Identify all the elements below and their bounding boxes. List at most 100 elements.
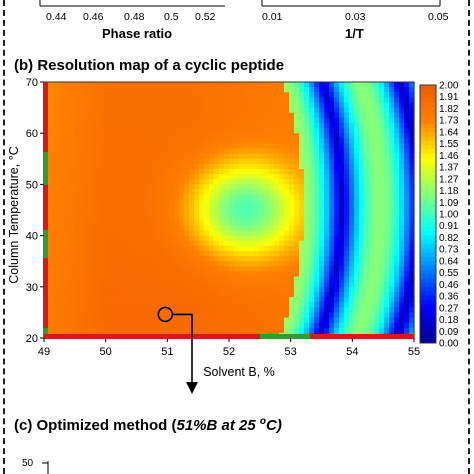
heatmap-cell	[239, 307, 245, 313]
heatmap-cell	[354, 327, 360, 334]
heatmap-cell	[394, 128, 400, 134]
heatmap-cell	[284, 117, 290, 124]
colorbar-tick-label: 1.55	[439, 139, 459, 150]
heatmap-cell	[154, 133, 160, 139]
heatmap-cell	[374, 322, 380, 329]
heatmap-cell	[69, 291, 75, 298]
heatmap-cell	[284, 143, 290, 150]
heatmap-cell	[344, 189, 350, 196]
heatmap-cell	[49, 322, 55, 329]
heatmap-cell	[289, 266, 295, 273]
heatmap-cell	[189, 215, 195, 221]
heatmap-cell	[279, 133, 285, 139]
heatmap-cell	[54, 307, 60, 313]
heatmap-cell	[324, 92, 330, 98]
heatmap-cell	[139, 266, 145, 273]
heatmap-cell	[254, 189, 260, 196]
heatmap-cell	[384, 128, 390, 134]
heatmap-cell	[84, 82, 90, 88]
heatmap-cell	[399, 92, 405, 98]
heatmap-cell	[164, 122, 170, 129]
heatmap-cell	[104, 322, 110, 329]
heatmap-cell	[114, 291, 120, 298]
heatmap-cell	[199, 169, 205, 175]
heatmap-cell	[134, 230, 140, 237]
heatmap-cell	[364, 117, 370, 124]
heatmap-cell	[54, 215, 60, 221]
heatmap-cell	[389, 143, 395, 150]
heatmap-cell	[179, 215, 185, 221]
heatmap-cell	[224, 133, 230, 139]
colorbar-segment	[420, 145, 436, 150]
heatmap-cell	[189, 199, 195, 206]
heatmap-cell	[244, 302, 250, 308]
heatmap-cell	[264, 230, 270, 237]
heatmap-cell	[149, 230, 155, 237]
heatmap-cell	[279, 199, 285, 206]
heatmap-cell	[149, 256, 155, 262]
heatmap-cell	[404, 128, 410, 134]
heatmap-cell	[364, 138, 370, 145]
heatmap-cell	[49, 97, 55, 104]
heatmap-cell	[249, 327, 255, 334]
heatmap-cell	[94, 112, 100, 119]
heatmap-cell	[129, 133, 135, 139]
heatmap-cell	[339, 245, 345, 252]
heatmap-cell	[279, 245, 285, 252]
heatmap-cell	[269, 102, 275, 109]
heatmap-cell	[179, 117, 185, 124]
heatmap-cell	[304, 291, 310, 298]
heatmap-cell	[239, 128, 245, 134]
heatmap-cell	[209, 245, 215, 252]
heatmap-cell	[109, 148, 115, 155]
heatmap-cell	[249, 307, 255, 313]
heatmap-cell	[299, 189, 305, 196]
heatmap-cell	[364, 250, 370, 257]
heatmap-cell	[169, 250, 175, 257]
heatmap-cell	[139, 312, 145, 319]
heatmap-cell	[94, 230, 100, 237]
heatmap-cell	[364, 128, 370, 134]
colorbar-segment	[420, 248, 436, 254]
heatmap-cell	[204, 307, 210, 313]
heatmap-cell	[204, 117, 210, 124]
heatmap-cell	[149, 250, 155, 257]
heatmap-cell	[399, 128, 405, 134]
heatmap-cell	[394, 302, 400, 308]
heatmap-cell	[314, 122, 320, 129]
heatmap-cell	[164, 184, 170, 191]
heatmap-cell	[229, 189, 235, 196]
heatmap-cell	[129, 148, 135, 155]
heatmap-cell	[279, 163, 285, 170]
colorbar-tick-label: 1.64	[439, 127, 459, 138]
heatmap-cell	[234, 225, 240, 232]
heatmap-cell	[239, 266, 245, 273]
heatmap-cell	[149, 317, 155, 324]
heatmap-cell	[249, 138, 255, 145]
heatmap-cell	[244, 256, 250, 262]
heatmap-cell	[319, 302, 325, 308]
heatmap-cell	[179, 271, 185, 278]
heatmap-cell	[199, 225, 205, 232]
heatmap-cell	[409, 215, 415, 221]
heatmap-cell	[299, 122, 305, 129]
heatmap-cell	[354, 189, 360, 196]
heatmap-cell	[259, 297, 265, 303]
heatmap-cell	[359, 322, 365, 329]
heatmap-cell	[49, 230, 55, 237]
heatmap-cell	[399, 107, 405, 114]
heatmap-cell	[359, 107, 365, 114]
heatmap-cell	[369, 133, 375, 139]
heatmap-cell	[99, 153, 105, 160]
heatmap-cell	[219, 286, 225, 293]
heatmap-cell	[354, 240, 360, 247]
heatmap-cell	[304, 107, 310, 114]
heatmap-cell	[69, 184, 75, 191]
heatmap-cell	[294, 97, 300, 104]
heatmap-cell	[374, 204, 380, 211]
heatmap-cell	[64, 256, 70, 262]
heatmap-cell	[204, 153, 210, 160]
heatmap-cell	[284, 163, 290, 170]
heatmap-cell	[144, 82, 150, 88]
heatmap-cell	[344, 215, 350, 221]
